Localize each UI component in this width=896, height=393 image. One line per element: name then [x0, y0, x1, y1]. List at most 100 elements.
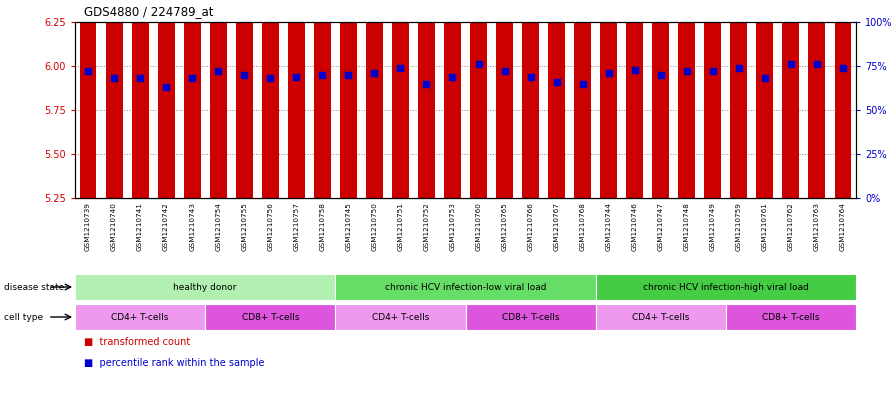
- Bar: [80, 0, 97, 198]
- Text: GSM1210747: GSM1210747: [658, 202, 664, 251]
- Bar: [756, 0, 773, 198]
- Text: GSM1210765: GSM1210765: [502, 202, 507, 251]
- Text: GSM1210745: GSM1210745: [345, 202, 351, 251]
- Bar: [596, 274, 856, 300]
- Point: [575, 81, 590, 87]
- Point: [367, 70, 382, 76]
- Point: [315, 72, 330, 78]
- Text: GSM1210748: GSM1210748: [684, 202, 690, 251]
- Point: [419, 81, 434, 87]
- Bar: [600, 0, 617, 198]
- Text: CD4+ T-cells: CD4+ T-cells: [632, 312, 689, 321]
- Text: chronic HCV infection-high viral load: chronic HCV infection-high viral load: [643, 283, 809, 292]
- Text: GSM1210742: GSM1210742: [163, 202, 169, 251]
- Text: healthy donor: healthy donor: [174, 283, 237, 292]
- Point: [341, 72, 356, 78]
- Bar: [730, 0, 747, 198]
- Text: CD8+ T-cells: CD8+ T-cells: [762, 312, 820, 321]
- Text: GSM1210763: GSM1210763: [814, 202, 820, 251]
- Text: GSM1210753: GSM1210753: [450, 202, 455, 251]
- Point: [549, 79, 564, 85]
- Bar: [652, 0, 669, 198]
- Bar: [106, 0, 123, 198]
- Text: GDS4880 / 224789_at: GDS4880 / 224789_at: [84, 5, 213, 18]
- Bar: [75, 304, 205, 330]
- Text: GSM1210756: GSM1210756: [267, 202, 273, 251]
- Bar: [314, 0, 331, 198]
- Text: GSM1210749: GSM1210749: [710, 202, 716, 251]
- Text: GSM1210754: GSM1210754: [215, 202, 221, 251]
- Text: GSM1210755: GSM1210755: [241, 202, 247, 251]
- Bar: [548, 0, 565, 198]
- Bar: [236, 0, 253, 198]
- Text: CD4+ T-cells: CD4+ T-cells: [372, 312, 429, 321]
- Point: [211, 68, 226, 74]
- Bar: [596, 304, 726, 330]
- Text: GSM1210746: GSM1210746: [632, 202, 638, 251]
- Bar: [366, 0, 383, 198]
- Text: GSM1210760: GSM1210760: [476, 202, 481, 251]
- Text: GSM1210739: GSM1210739: [85, 202, 91, 251]
- Point: [758, 75, 772, 81]
- Text: GSM1210758: GSM1210758: [319, 202, 325, 251]
- Point: [185, 75, 199, 81]
- Bar: [678, 0, 695, 198]
- Bar: [834, 0, 851, 198]
- Bar: [210, 0, 227, 198]
- Bar: [470, 0, 487, 198]
- Text: GSM1210752: GSM1210752: [424, 202, 429, 251]
- Text: chronic HCV infection-low viral load: chronic HCV infection-low viral load: [384, 283, 547, 292]
- Text: GSM1210743: GSM1210743: [189, 202, 195, 251]
- Text: GSM1210741: GSM1210741: [137, 202, 143, 251]
- Point: [784, 61, 798, 67]
- Bar: [184, 0, 201, 198]
- Text: GSM1210764: GSM1210764: [840, 202, 846, 251]
- Text: GSM1210750: GSM1210750: [371, 202, 377, 251]
- Text: CD8+ T-cells: CD8+ T-cells: [502, 312, 559, 321]
- Text: ■  transformed count: ■ transformed count: [84, 337, 190, 347]
- Point: [523, 73, 538, 80]
- Bar: [726, 304, 856, 330]
- Point: [263, 75, 278, 81]
- Text: CD4+ T-cells: CD4+ T-cells: [111, 312, 168, 321]
- Point: [159, 84, 173, 90]
- Point: [732, 64, 746, 71]
- Bar: [466, 304, 596, 330]
- Text: GSM1210766: GSM1210766: [528, 202, 534, 251]
- Bar: [418, 0, 435, 198]
- Point: [471, 61, 486, 67]
- Text: GSM1210751: GSM1210751: [398, 202, 403, 251]
- Bar: [340, 0, 357, 198]
- Bar: [626, 0, 643, 198]
- Bar: [288, 0, 305, 198]
- Point: [653, 72, 668, 78]
- Bar: [704, 0, 721, 198]
- Bar: [75, 274, 335, 300]
- Text: GSM1210768: GSM1210768: [580, 202, 586, 251]
- Bar: [392, 0, 409, 198]
- Bar: [158, 0, 175, 198]
- Point: [836, 64, 850, 71]
- Point: [133, 75, 147, 81]
- Bar: [132, 0, 149, 198]
- Point: [706, 68, 720, 74]
- Text: GSM1210767: GSM1210767: [554, 202, 560, 251]
- Bar: [496, 0, 513, 198]
- Point: [445, 73, 460, 80]
- Bar: [808, 0, 825, 198]
- Point: [497, 68, 512, 74]
- Point: [679, 68, 694, 74]
- Point: [107, 75, 121, 81]
- Point: [627, 66, 642, 73]
- Bar: [335, 274, 596, 300]
- Bar: [782, 0, 799, 198]
- Text: GSM1210759: GSM1210759: [736, 202, 742, 251]
- Text: GSM1210757: GSM1210757: [293, 202, 299, 251]
- Text: GSM1210740: GSM1210740: [111, 202, 117, 251]
- Point: [289, 73, 304, 80]
- Bar: [335, 304, 466, 330]
- Point: [237, 72, 252, 78]
- Point: [393, 64, 408, 71]
- Text: GSM1210762: GSM1210762: [788, 202, 794, 251]
- Text: ■  percentile rank within the sample: ■ percentile rank within the sample: [84, 358, 264, 368]
